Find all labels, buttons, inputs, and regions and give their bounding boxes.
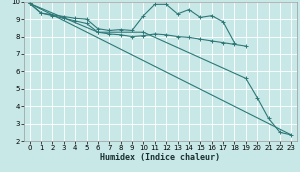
X-axis label: Humidex (Indice chaleur): Humidex (Indice chaleur) (100, 153, 220, 162)
